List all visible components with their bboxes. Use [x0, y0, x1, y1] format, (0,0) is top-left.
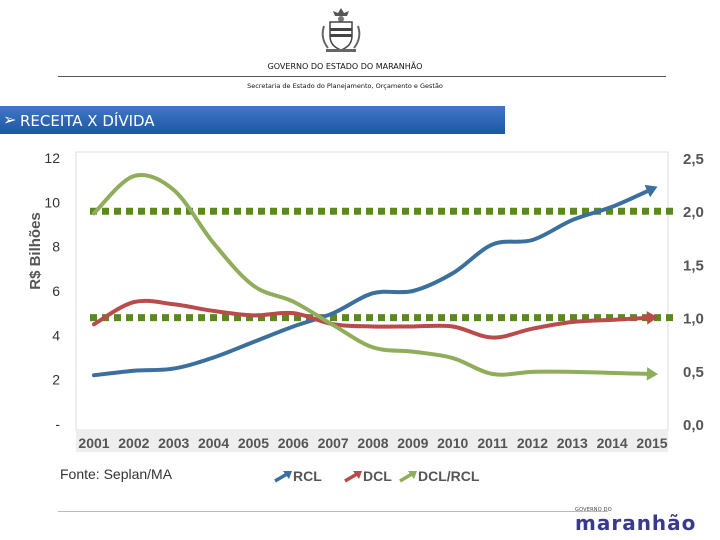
source-note: Fonte: Seplan/MA	[60, 466, 173, 482]
revenue-debt-chart: 12 10 8 6 4 2 - 2,5 2,0 1,5 1,0 0,5 0,0 R$ Bilhões 200…	[27, 150, 704, 484]
x-tick-label: 2004	[198, 435, 229, 451]
y-tick-label: 10	[44, 194, 60, 210]
x-tick-label: 2001	[78, 435, 109, 451]
y2-tick-label: 1,0	[683, 311, 704, 328]
logo-wordmark: maranhão	[575, 511, 697, 535]
y2-tick-label: 2,0	[683, 204, 704, 221]
x-tick-label: 2003	[158, 435, 189, 451]
x-tick-label: 2007	[318, 435, 349, 451]
legend-arrowhead-rcl	[283, 471, 292, 479]
legend-arrow-dcl-rcl	[399, 472, 413, 483]
y-tick-label: 8	[52, 239, 60, 255]
y2-tick-label: 0,5	[683, 364, 704, 381]
footer-divider	[58, 511, 608, 512]
x-tick-label: 2014	[597, 435, 628, 451]
series-line-dcl	[92, 298, 654, 340]
y-axis-title: R$ Bilhões	[27, 212, 44, 290]
legend-label-dcl: DCL	[363, 468, 392, 484]
x-tick-label: 2015	[636, 435, 667, 451]
x-tick-label: 2006	[278, 435, 309, 451]
legend-arrowhead-dcl-rcl	[408, 471, 417, 479]
y-tick-label: 12	[44, 150, 60, 166]
x-tick-label: 2005	[238, 435, 269, 451]
x-axis-band	[76, 430, 668, 452]
maranhao-logo: GOVERNO DO maranhão	[575, 507, 696, 535]
y2-tick-label: 2,5	[683, 151, 704, 168]
y2-tick-label: 1,5	[683, 257, 704, 274]
government-title: GOVERNO DO ESTADO DO MARANHÃO	[267, 62, 423, 71]
series-line-dcl-rcl	[92, 173, 654, 377]
series-arrowhead-dcl-rcl	[646, 367, 658, 381]
plot-area	[75, 151, 669, 431]
series-arrowhead-rcl	[644, 184, 658, 198]
x-tick-label: 2009	[397, 435, 428, 451]
legend-label-rcl: RCL	[293, 468, 322, 484]
y2-tick-label: 0,0	[683, 417, 704, 434]
secretaria-subtitle: Secretaria de Estado do Planejamento, Or…	[247, 82, 443, 90]
series-line-rcl	[92, 187, 654, 378]
x-tick-label: 2010	[437, 435, 468, 451]
x-tick-label: 2013	[557, 435, 588, 451]
x-tick-label: 2008	[357, 435, 388, 451]
header-divider	[58, 76, 666, 77]
logo-small-text: GOVERNO DO	[575, 507, 612, 513]
y-tick-label: -	[55, 416, 60, 432]
coat-of-arms-icon	[321, 8, 361, 52]
section-title: RECEITA X DÍVIDA	[20, 112, 155, 130]
section-title-bar: ➢ RECEITA X DÍVIDA	[0, 106, 505, 134]
legend-label-dcl-rcl: DCL/RCL	[418, 468, 480, 484]
legend-arrow-rcl	[274, 472, 288, 483]
series-arrowhead-dcl	[646, 311, 658, 325]
legend-arrow-dcl	[344, 472, 358, 483]
x-tick-label: 2011	[477, 435, 508, 451]
bullet-arrow-icon: ➢	[3, 112, 17, 129]
x-tick-label: 2012	[517, 435, 548, 451]
y-tick-label: 4	[52, 327, 60, 343]
y-tick-label: 2	[52, 372, 60, 388]
y-tick-label: 6	[52, 283, 60, 299]
x-tick-label: 2002	[118, 435, 149, 451]
legend-arrowhead-dcl	[353, 471, 362, 479]
